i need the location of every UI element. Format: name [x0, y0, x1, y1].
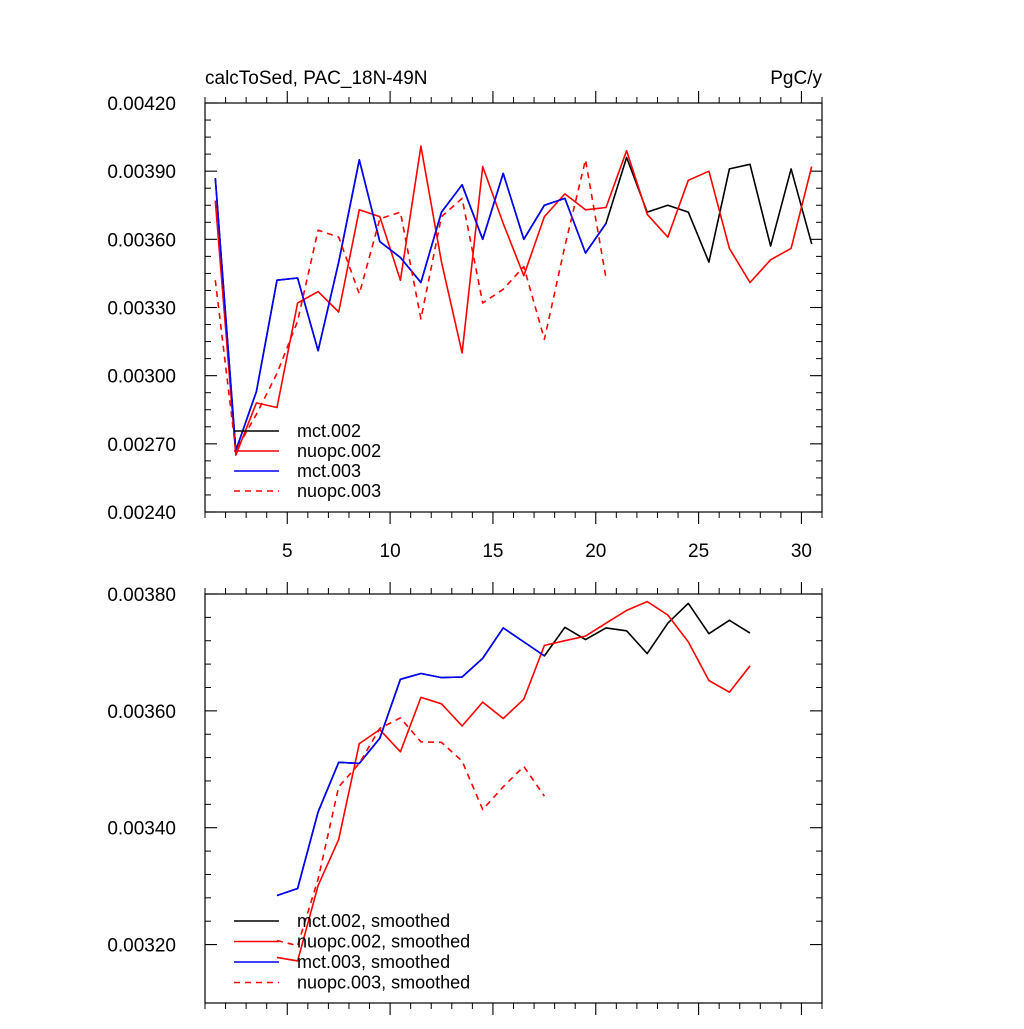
- bottom-panel: 0.00320 0.00340 0.00360 0.00380 mct.002, sm…: [107, 582, 823, 1015]
- legend-label: mct.003: [297, 461, 361, 481]
- legend-label: nuopc.003, smoothed: [297, 973, 470, 993]
- y-tick-label: 0.00340: [107, 819, 176, 840]
- y-tick-label: 0.00300: [107, 367, 176, 388]
- x-tick-label: 15: [482, 541, 503, 562]
- y-tick-label: 0.00330: [107, 299, 176, 320]
- top-axis-ticks: 0.00240 0.00270 0.00300 0.00330 0.00360 0.003…: [107, 91, 823, 562]
- series-line-mct-003-smoothed: [276, 627, 545, 897]
- x-tick-label: 25: [688, 541, 709, 562]
- legend-label: mct.002: [297, 421, 361, 441]
- x-tick-label: 30: [791, 541, 812, 562]
- y-tick-label: 0.00270: [107, 435, 176, 456]
- top-panel: calcToSed, PAC_18N-49N PgC/y 0.002400.00…: [107, 68, 823, 562]
- y-tick-label: 0.00240: [107, 503, 176, 524]
- legend-label: mct.003, smoothed: [297, 952, 450, 972]
- bottom-series-group: [276, 600, 751, 962]
- y-tick-label: 0.00420: [107, 94, 176, 115]
- legend-label: mct.002, smoothed: [297, 911, 450, 931]
- y-tick-label: 0.00320: [107, 936, 176, 957]
- x-tick-label: 20: [585, 541, 606, 562]
- series-line-nuopc-002: [214, 145, 813, 457]
- y-tick-label: 0.00360: [107, 702, 176, 723]
- x-tick-label: 5: [282, 541, 293, 562]
- chart-title-left: calcToSed, PAC_18N-49N: [205, 68, 427, 89]
- y-tick-label: 0.00390: [107, 162, 176, 183]
- legend-label: nuopc.002, smoothed: [297, 932, 470, 952]
- x-tick-label: 10: [380, 541, 401, 562]
- series-line-nuopc-002-smoothed: [276, 600, 751, 962]
- series-line-mct-003: [214, 159, 607, 452]
- legend-label: nuopc.003: [297, 481, 381, 501]
- legend-label: nuopc.002: [297, 441, 381, 461]
- chart-units-label: PgC/y: [770, 68, 822, 89]
- series-line-nuopc-003: [214, 159, 607, 452]
- y-tick-label: 0.00360: [107, 230, 176, 251]
- top-series-group: [214, 145, 813, 457]
- bottom-axis-ticks: 0.00320 0.00340 0.00360 0.00380: [107, 582, 823, 1015]
- series-line-mct-002-smoothed: [276, 602, 751, 897]
- y-tick-label: 0.00380: [107, 585, 176, 606]
